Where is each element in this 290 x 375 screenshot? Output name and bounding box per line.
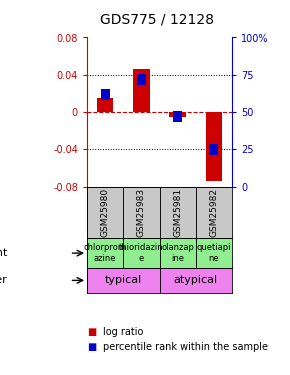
Text: agent: agent [0, 248, 7, 258]
Text: GSM25980: GSM25980 [101, 188, 110, 237]
Bar [206, 112, 222, 181]
Bar [137, 74, 146, 85]
Text: typical: typical [105, 275, 142, 285]
Bar [196, 187, 232, 238]
Bar [133, 69, 150, 112]
Bar [87, 268, 160, 292]
Text: other: other [0, 275, 7, 285]
Text: percentile rank within the sample: percentile rank within the sample [103, 342, 268, 352]
Bar [160, 268, 232, 292]
Bar [196, 238, 232, 268]
Bar [123, 187, 160, 238]
Bar [97, 98, 113, 112]
Text: GSM25982: GSM25982 [209, 188, 218, 237]
Text: olanzap
ine: olanzap ine [161, 243, 194, 263]
Text: quetiapi
ne: quetiapi ne [197, 243, 231, 263]
Text: atypical: atypical [174, 275, 218, 285]
Text: log ratio: log ratio [103, 327, 143, 337]
Text: ■: ■ [87, 342, 96, 352]
Bar [87, 187, 123, 238]
Bar [123, 238, 160, 268]
Text: chlorprom
azine: chlorprom azine [84, 243, 127, 263]
Bar [160, 238, 196, 268]
Bar [87, 238, 123, 268]
Bar [209, 144, 218, 155]
Text: ■: ■ [87, 327, 96, 337]
Bar [160, 187, 196, 238]
Text: GSM25983: GSM25983 [137, 188, 146, 237]
Text: thioridazin
e: thioridazin e [119, 243, 164, 263]
Text: GSM25981: GSM25981 [173, 188, 182, 237]
Bar [169, 112, 186, 117]
Bar [173, 111, 182, 122]
Bar [101, 88, 110, 100]
Text: GDS775 / 12128: GDS775 / 12128 [99, 12, 214, 26]
